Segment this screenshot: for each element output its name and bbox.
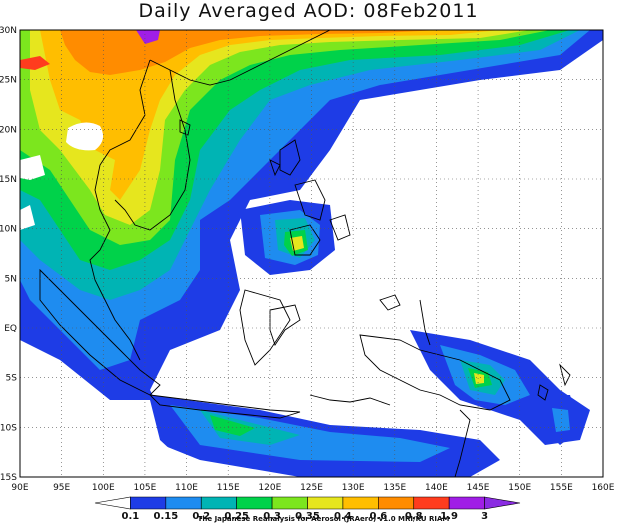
colorbar-label: 0.15: [153, 511, 178, 522]
colorbar-swatch: [271, 496, 308, 510]
plume-south-lblue: [170, 405, 450, 462]
lon-label: 100E: [92, 483, 115, 493]
lon-label: 90E: [11, 483, 28, 493]
colorbar-label: 0.25: [224, 511, 249, 522]
lat-label: 10N: [0, 225, 17, 235]
lon-label: 95E: [53, 483, 70, 493]
lat-label: 10S: [0, 423, 17, 433]
clear-patch-2: [20, 155, 45, 180]
map-title: Daily Averaged AOD: 08Feb2011: [138, 0, 479, 22]
lon-label: 110E: [175, 483, 198, 493]
colorbar-swatch: [413, 496, 450, 510]
lat-label: 25N: [0, 76, 17, 86]
lat-label: 5S: [6, 374, 18, 384]
lon-label: 155E: [550, 483, 573, 493]
plume-east-lblue: [552, 408, 570, 432]
lat-label: EQ: [4, 324, 17, 334]
colorbar-label: 0.2: [192, 511, 210, 522]
plume-north-red: [20, 56, 50, 70]
lon-label: 150E: [508, 483, 531, 493]
lon-label: 130E: [342, 483, 365, 493]
colorbar-label: 3: [481, 511, 488, 522]
colorbar-swatch: [130, 496, 167, 510]
colorbar-swatch: [342, 496, 379, 510]
colorbar-label: 0.8: [405, 511, 423, 522]
lon-label: 105E: [133, 483, 156, 493]
graticule: [20, 30, 603, 477]
colorbar-label: 1.9: [440, 511, 458, 522]
lat-label: 15N: [0, 175, 17, 185]
colorbar-swatch: [94, 496, 131, 510]
colorbar: 0.1 0.15 0.2 0.25 0.3 0.35 0.4 0.6 0.8 1.9 3: [94, 496, 521, 522]
colorbar-swatch: [484, 496, 521, 510]
plume-south-green: [210, 415, 255, 436]
lat-label: 15S: [0, 473, 17, 483]
coastlines: [39, 30, 571, 477]
colorbar-swatch: [307, 496, 344, 510]
clear-patch-1: [66, 122, 104, 151]
lat-label: 5N: [5, 274, 17, 284]
clear-patch-3: [20, 205, 35, 230]
lon-label: 145E: [467, 483, 490, 493]
lon-label: 140E: [425, 483, 448, 493]
lat-label: 30N: [0, 26, 17, 36]
colorbar-label: 0.6: [369, 511, 387, 522]
latitude-ticks: 30N 25N 20N 15N 10N 5N EQ 5S 10S 15S: [0, 26, 17, 483]
colorbar-label: 0.4: [334, 511, 352, 522]
lat-label: 20N: [0, 125, 17, 135]
clear-south: [20, 400, 200, 477]
lon-label: 115E: [217, 483, 240, 493]
lon-label: 135E: [383, 483, 406, 493]
colorbar-label: 0.35: [295, 511, 320, 522]
aod-field: [20, 30, 603, 477]
clear-southeast: [480, 440, 603, 477]
lon-label: 125E: [300, 483, 323, 493]
lon-label: 120E: [258, 483, 281, 493]
plume-north-orange: [40, 30, 500, 200]
lon-label: 160E: [592, 483, 615, 493]
colorbar-swatch: [200, 496, 237, 510]
longitude-ticks: 90E 95E 100E 105E 110E 115E 120E 125E 130E 135E 14…: [11, 483, 614, 493]
map-frame: [19, 29, 604, 478]
colorbar-swatch: [448, 496, 485, 510]
colorbar-label: 0.3: [263, 511, 281, 522]
credit-text: The Japanese Reanalysis for Aerosol (JRA…: [197, 515, 450, 523]
plume-north-purple: [136, 30, 160, 44]
colorbar-swatch: [165, 496, 202, 510]
colorbar-swatch: [378, 496, 415, 510]
colorbar-swatch: [236, 496, 273, 510]
colorbar-label: 0.1: [122, 511, 140, 522]
plume-north-darkorange: [60, 30, 440, 75]
plume-se-yellow: [474, 373, 484, 384]
